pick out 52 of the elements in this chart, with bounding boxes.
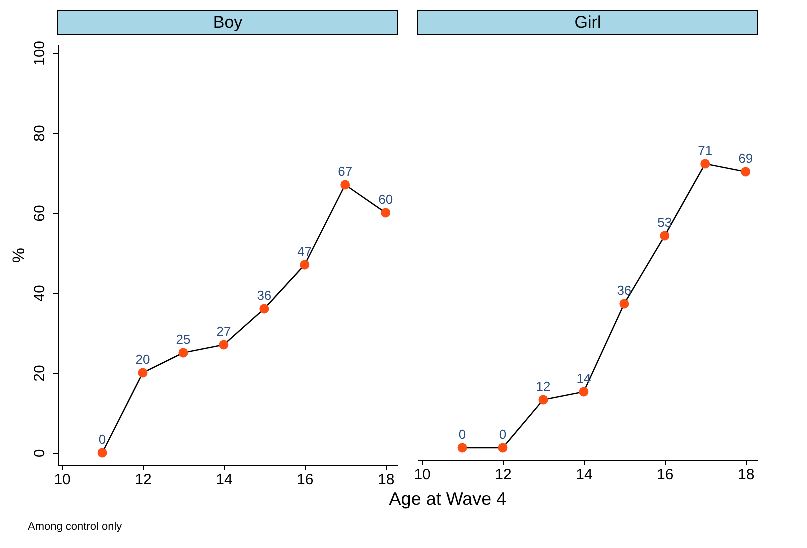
point	[260, 304, 270, 314]
data-label: 0	[458, 427, 466, 442]
y-tick-label: 80	[32, 125, 48, 142]
data-label: 53	[658, 215, 672, 230]
point	[458, 443, 468, 453]
point	[660, 231, 670, 241]
data-label: 0	[98, 432, 106, 447]
point	[138, 368, 148, 378]
data-label: 47	[298, 244, 312, 259]
y-tick-label: 40	[32, 285, 48, 302]
point	[620, 299, 630, 309]
data-label: 12	[536, 379, 551, 394]
y-axis-title: %	[10, 248, 28, 264]
x-tick-label: 14	[576, 466, 593, 484]
point	[538, 395, 548, 405]
x-tick-label: 12	[135, 472, 152, 488]
point	[741, 167, 751, 177]
data-label: 20	[136, 352, 150, 367]
x-tick-label: 12	[495, 466, 512, 484]
point	[498, 443, 508, 453]
point	[340, 180, 350, 190]
x-tick-label: 16	[657, 466, 674, 484]
chart-title: Boy	[213, 13, 244, 32]
point	[700, 159, 710, 169]
data-label: 60	[378, 192, 394, 207]
data-label: 25	[176, 332, 191, 347]
y-tick-label: 60	[32, 205, 48, 222]
x-tick-label: 10	[54, 472, 71, 488]
data-label: 71	[698, 143, 713, 158]
data-label: 36	[617, 283, 632, 298]
y-tick-label: 20	[32, 365, 48, 382]
x-tick-label: 18	[378, 472, 395, 488]
x-tick-label: 16	[297, 472, 314, 488]
x-tick-label: 14	[216, 472, 233, 488]
point	[579, 387, 589, 397]
x-tick-label: 18	[738, 466, 755, 484]
point	[381, 208, 391, 218]
x-tick-label: 10	[414, 466, 431, 484]
x-axis-title: Age at Wave 4	[389, 489, 507, 509]
data-label: 36	[257, 288, 272, 303]
point	[300, 260, 310, 270]
data-label: 27	[216, 324, 232, 339]
data-label: 0	[499, 427, 507, 442]
chart-title: Girl	[574, 13, 602, 32]
y-tick-label: 0	[32, 449, 48, 458]
point	[178, 348, 188, 358]
data-label: 67	[338, 164, 353, 179]
y-tick-label: 100	[32, 40, 48, 66]
data-label: 69	[738, 151, 754, 166]
text: Among control only	[28, 521, 123, 533]
point	[98, 448, 108, 458]
point	[219, 340, 229, 350]
